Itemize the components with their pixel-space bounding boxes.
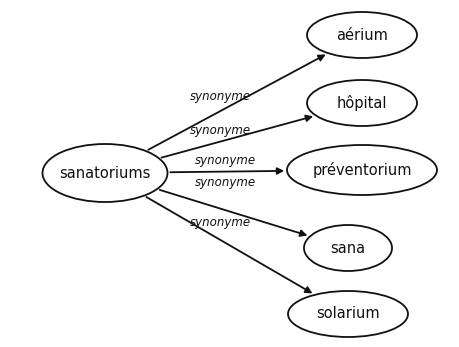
Ellipse shape xyxy=(307,80,417,126)
Text: sana: sana xyxy=(330,240,365,255)
Text: préventorium: préventorium xyxy=(312,162,412,178)
Text: synonyme: synonyme xyxy=(190,215,251,229)
Ellipse shape xyxy=(304,225,392,271)
Ellipse shape xyxy=(307,12,417,58)
Text: synonyme: synonyme xyxy=(190,90,251,102)
Text: synonyme: synonyme xyxy=(190,124,251,136)
Text: synonyme: synonyme xyxy=(195,176,256,188)
Text: sanatoriums: sanatoriums xyxy=(59,166,151,180)
Text: solarium: solarium xyxy=(316,306,380,322)
Ellipse shape xyxy=(287,145,437,195)
Ellipse shape xyxy=(288,291,408,337)
Ellipse shape xyxy=(43,144,168,202)
Text: hôpital: hôpital xyxy=(337,95,387,111)
Text: aérium: aérium xyxy=(336,27,388,42)
Text: synonyme: synonyme xyxy=(195,153,256,167)
